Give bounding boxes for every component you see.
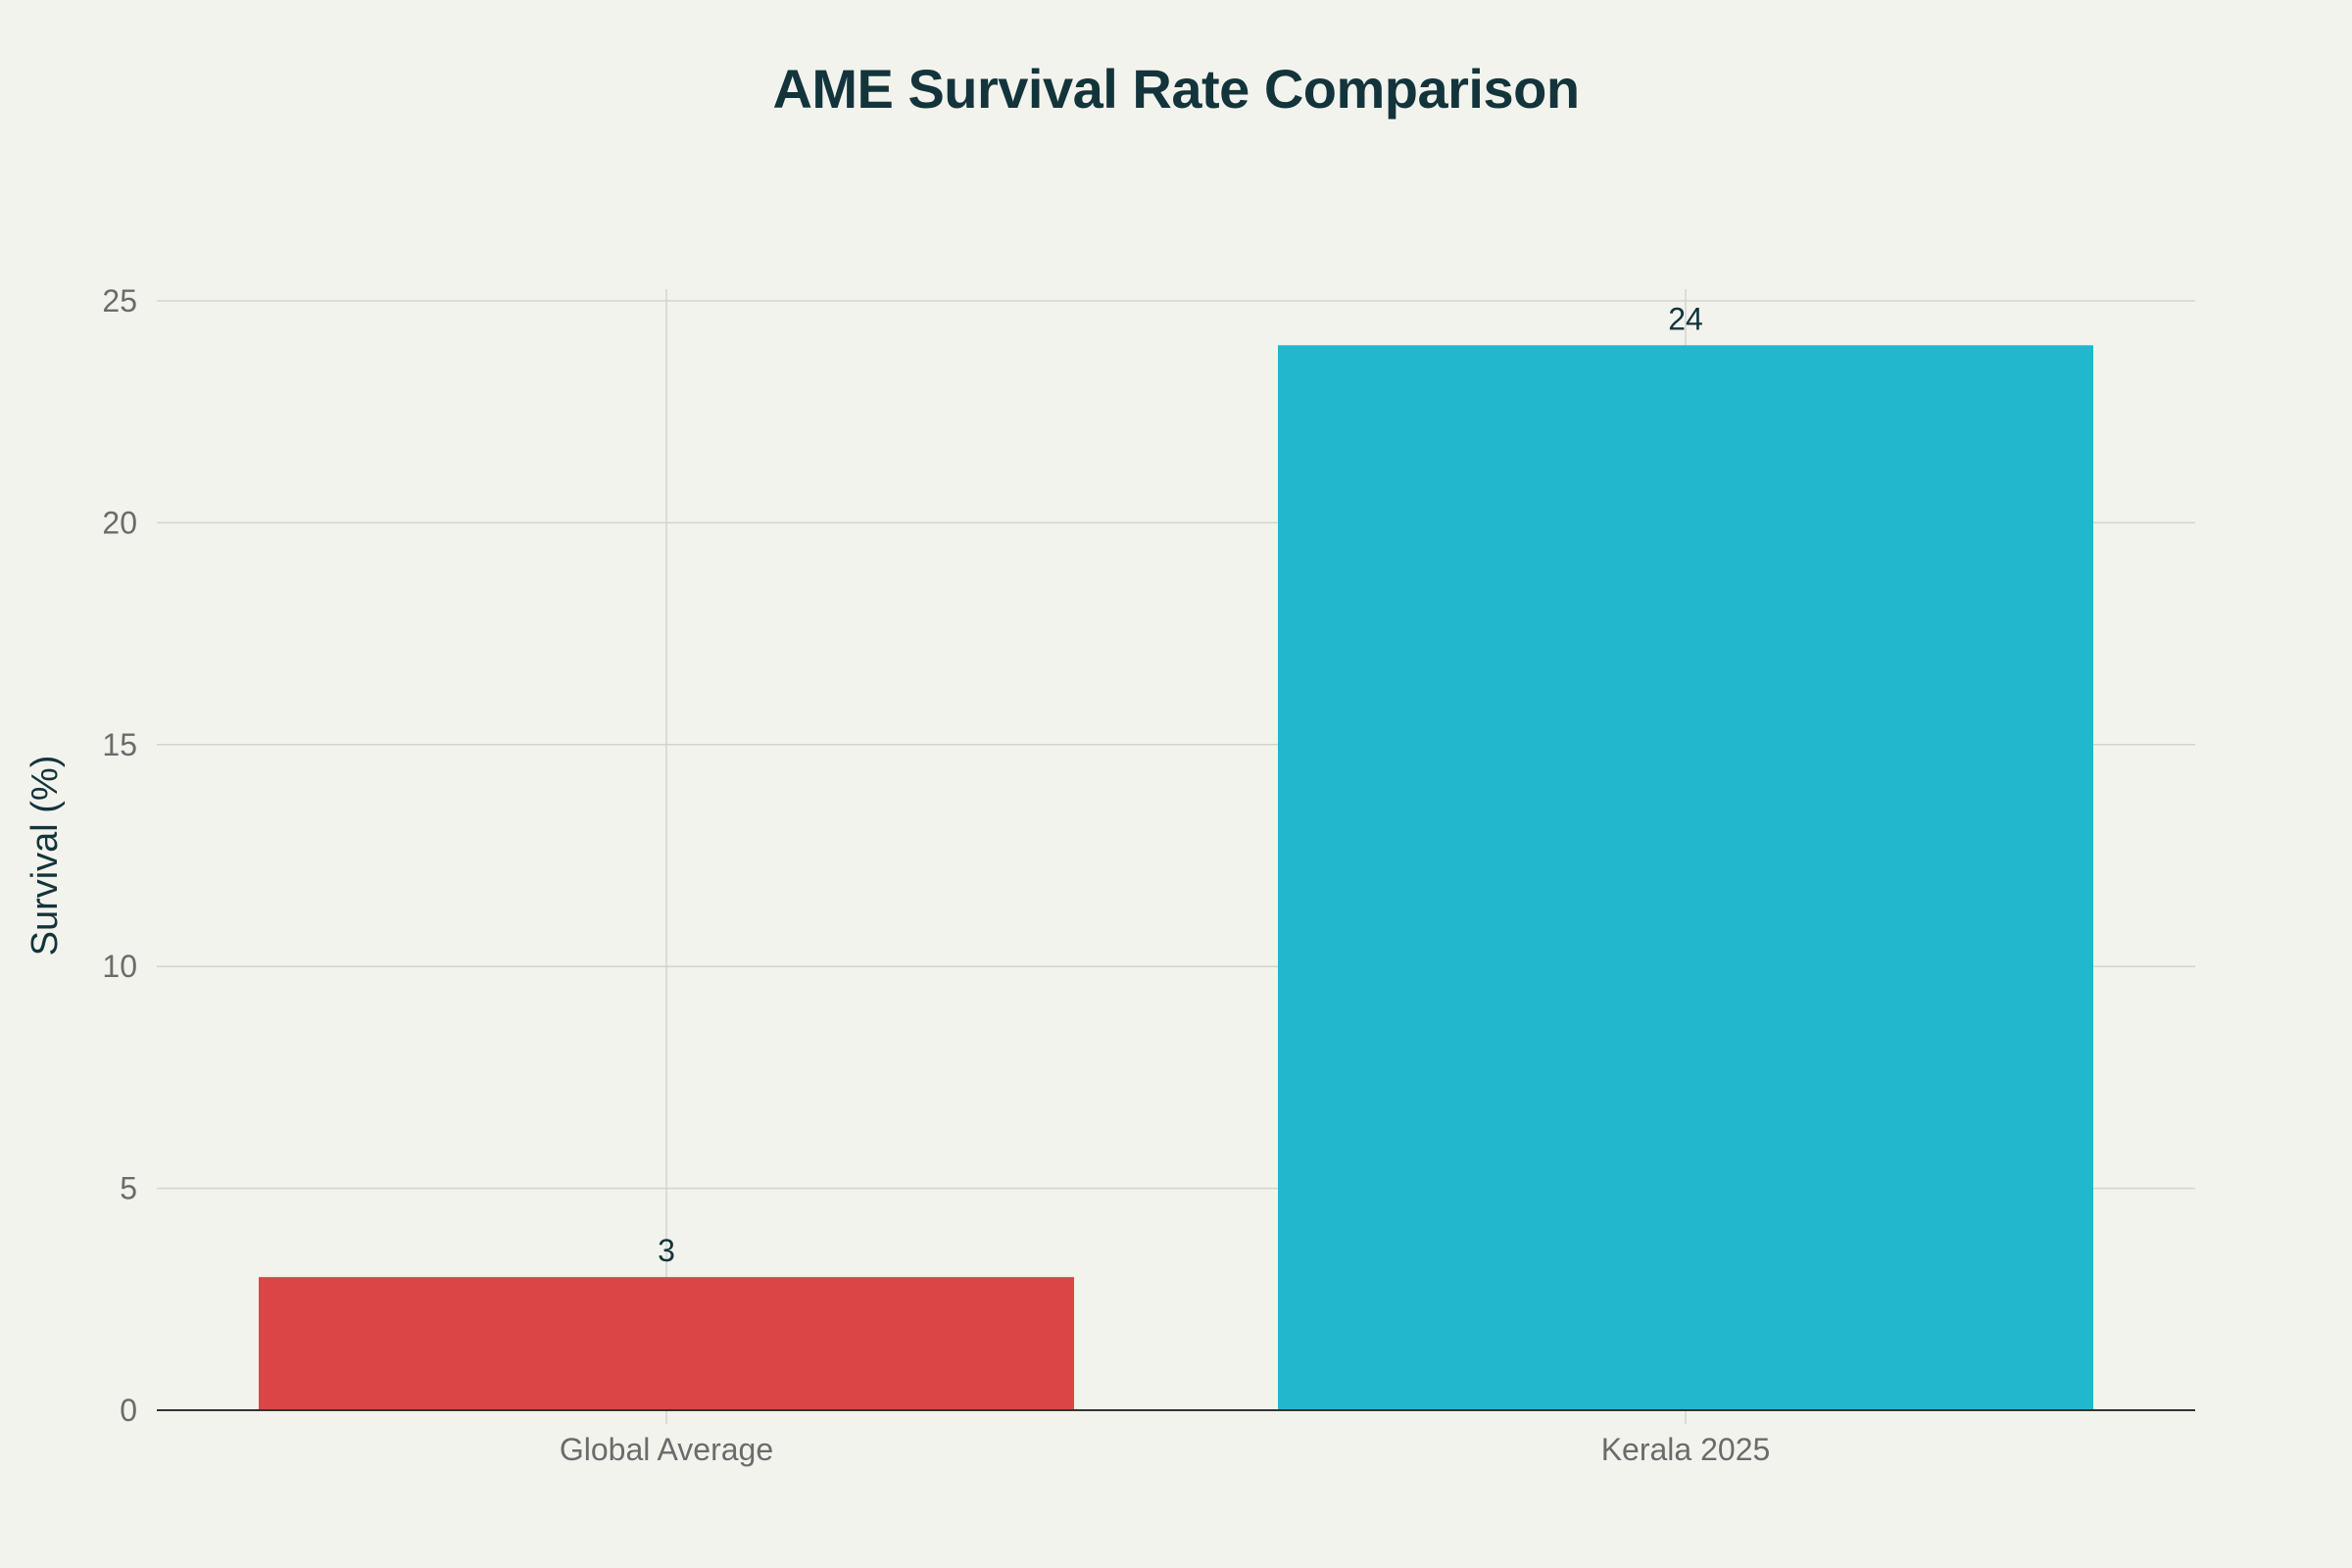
data-label: 24 <box>1668 301 1703 336</box>
bars-layer <box>259 345 2093 1410</box>
y-tick-label: 5 <box>120 1171 137 1206</box>
y-tick-label: 25 <box>102 283 137 318</box>
data-label: 3 <box>658 1233 675 1268</box>
y-tick-labels: 0 5 10 15 20 25 <box>102 283 137 1428</box>
y-axis-title: Survival (%) <box>24 756 66 956</box>
x-tick-labels: Global Average Kerala 2025 <box>560 1432 1770 1467</box>
chart-title: AME Survival Rate Comparison <box>772 58 1580 120</box>
y-tick-label: 0 <box>120 1393 137 1428</box>
y-tick-label: 15 <box>102 727 137 762</box>
y-tick-label: 20 <box>102 505 137 540</box>
y-tick-label: 10 <box>102 949 137 984</box>
x-tick-label: Kerala 2025 <box>1601 1432 1771 1467</box>
bar-global-average <box>259 1277 1074 1410</box>
x-tick-label: Global Average <box>560 1432 773 1467</box>
data-labels: 3 24 <box>658 301 1703 1268</box>
bar-kerala-2025 <box>1278 345 2093 1410</box>
